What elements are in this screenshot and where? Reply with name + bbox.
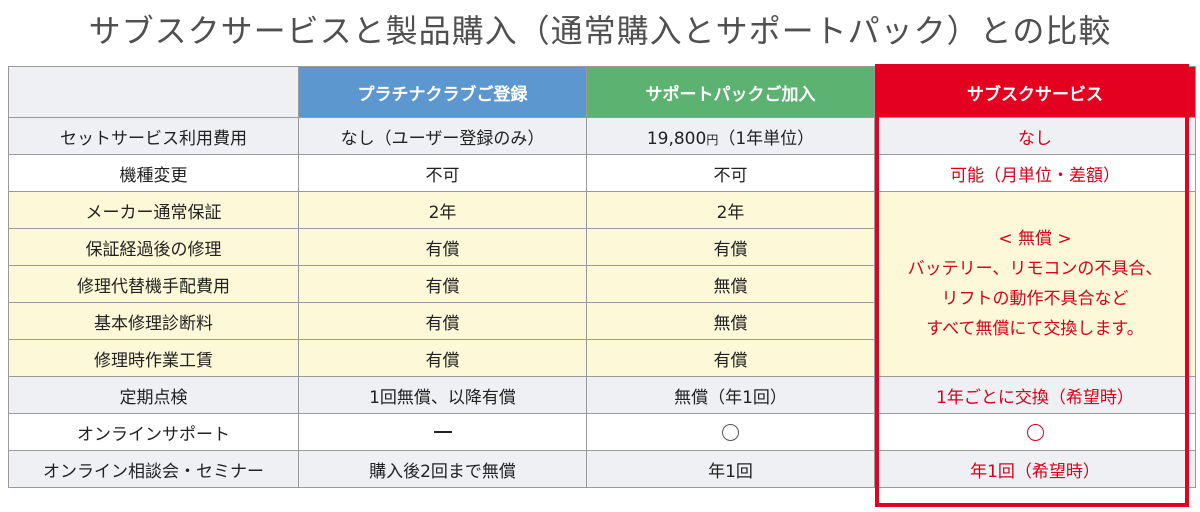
row-model-change: 機種変更 不可 不可 可能（月単位・差額） (8, 154, 1196, 192)
row-label: セットサービス利用費用 (8, 117, 299, 155)
row-label: メーカー通常保証 (8, 191, 299, 229)
cell-platinum: 購入後2回まで無償 (298, 450, 587, 488)
cell-support-pack: 有償 (586, 228, 875, 266)
cell-support-pack: 無償 (586, 302, 875, 340)
cell-subscription: 1年ごとに交換（希望時） (874, 376, 1196, 414)
merged-line-lift: リフトの動作不具合など (941, 289, 1129, 309)
row-seminar: オンライン相談会・セミナー 購入後2回まで無償 年1回 年1回（希望時） (8, 450, 1196, 488)
cell-support-pack (586, 413, 875, 451)
cell-platinum: 有償 (298, 265, 587, 303)
cell-support-pack: 年1回 (586, 450, 875, 488)
merged-line-battery: バッテリー、リモコンの不具合、 (907, 259, 1163, 279)
dash-icon (433, 431, 452, 433)
cell-subscription (874, 413, 1196, 451)
cell-platinum (298, 413, 587, 451)
circle-icon (722, 423, 739, 441)
cell-support-pack: 不可 (586, 154, 875, 192)
cell-subscription-merged: < 無償 > バッテリー、リモコンの不具合、 リフトの動作不具合など すべて無償… (874, 191, 1196, 377)
merged-line-exchange: すべて無償にて交換します。 (926, 319, 1144, 339)
cell-support-pack: 19,800円（1年単位） (586, 117, 875, 155)
cell-subscription: 可能（月単位・差額） (874, 154, 1196, 192)
row-label: オンラインサポート (8, 413, 299, 451)
cell-platinum: 有償 (298, 339, 587, 377)
row-inspection: 定期点検 1回無償、以降有償 無償（年1回） 1年ごとに交換（希望時） (8, 376, 1196, 414)
row-label: 修理時作業工賃 (8, 339, 299, 377)
cell-platinum: 有償 (298, 302, 587, 340)
header-platinum: プラチナクラブご登録 (298, 66, 587, 118)
row-label: オンライン相談会・セミナー (8, 450, 299, 488)
row-diagnosis-fee: 基本修理診断料 有償 無償 (8, 302, 1196, 340)
row-label: 機種変更 (8, 154, 299, 192)
circle-icon (1026, 423, 1044, 441)
header-subscription: サブスクサービス (874, 66, 1196, 118)
cell-support-pack: 2年 (586, 191, 875, 229)
cell-subscription: 年1回（希望時） (874, 450, 1196, 488)
row-set-fee: セットサービス利用費用 なし（ユーザー登録のみ） 19,800円（1年単位） な… (8, 117, 1196, 155)
cell-platinum: 1回無償、以降有償 (298, 376, 587, 414)
cell-platinum: 2年 (298, 191, 587, 229)
fee-unit: 円 (706, 132, 719, 147)
cell-platinum: なし（ユーザー登録のみ） (298, 117, 587, 155)
cell-support-pack: 無償（年1回） (586, 376, 875, 414)
fee-suffix: （1年単位） (718, 128, 815, 149)
fee-amount: 19,800 (646, 128, 707, 149)
page-title: サブスクサービスと製品購入（通常購入とサポートパック）との比較 (88, 12, 1112, 50)
row-label: 保証経過後の修理 (8, 228, 299, 266)
cell-support-pack: 無償 (586, 265, 875, 303)
row-label: 定期点検 (8, 376, 299, 414)
header-support-pack: サポートパックご加入 (586, 66, 875, 118)
row-replacement-fee: 修理代替機手配費用 有償 無償 (8, 265, 1196, 303)
comparison-table: プラチナクラブご登録 サポートパックご加入 サブスクサービス セットサービス利用… (8, 66, 1196, 488)
cell-platinum: 不可 (298, 154, 587, 192)
row-post-warranty-repair: 保証経過後の修理 有償 有償 (8, 228, 1196, 266)
merged-line-free: < 無償 > (998, 229, 1072, 249)
cell-platinum: 有償 (298, 228, 587, 266)
cell-subscription: なし (874, 117, 1196, 155)
row-warranty: メーカー通常保証 2年 2年 < 無償 > バッテリー、リモコンの不具合、 リフ… (8, 191, 1196, 377)
row-label: 基本修理診断料 (8, 302, 299, 340)
row-labor-fee: 修理時作業工賃 有償 有償 (8, 339, 1196, 377)
cell-support-pack: 有償 (586, 339, 875, 377)
header-blank-cell (8, 66, 299, 118)
row-label: 修理代替機手配費用 (8, 265, 299, 303)
row-online-support: オンラインサポート (8, 413, 1196, 451)
